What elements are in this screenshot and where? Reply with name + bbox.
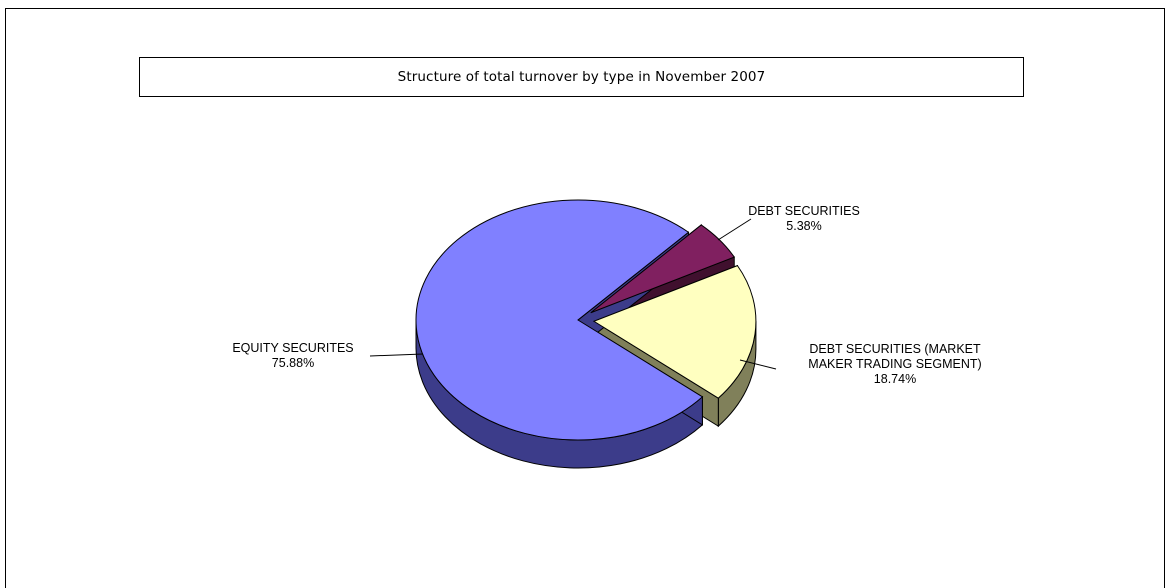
leader-line-0 <box>369 353 424 357</box>
slice-label-1: DEBT SECURITIES <box>748 204 860 218</box>
chart-frame: Structure of total turnover by type in N… <box>5 8 1165 588</box>
chart-title: Structure of total turnover by type in N… <box>397 69 766 85</box>
slice-value-label-1: 5.38% <box>786 219 821 233</box>
slice-value-label-0: 75.88% <box>272 356 314 370</box>
slice-label-0: EQUITY SECURITES <box>232 341 353 355</box>
pie-slice-1 <box>590 224 736 314</box>
leader-line-2 <box>739 359 777 370</box>
pie-tops <box>415 199 757 441</box>
chart-title-box: Structure of total turnover by type in N… <box>139 57 1024 97</box>
pie-slice-0 <box>415 199 704 441</box>
pie-slice-2 <box>592 265 757 399</box>
slice-value-label-2: 18.74% <box>874 372 916 386</box>
slice-label-2: MAKER TRADING SEGMENT) <box>808 357 981 371</box>
slice-label-2: DEBT SECURITIES (MARKET <box>809 342 981 356</box>
leader-lines <box>369 218 777 370</box>
leader-line-1 <box>717 218 752 241</box>
